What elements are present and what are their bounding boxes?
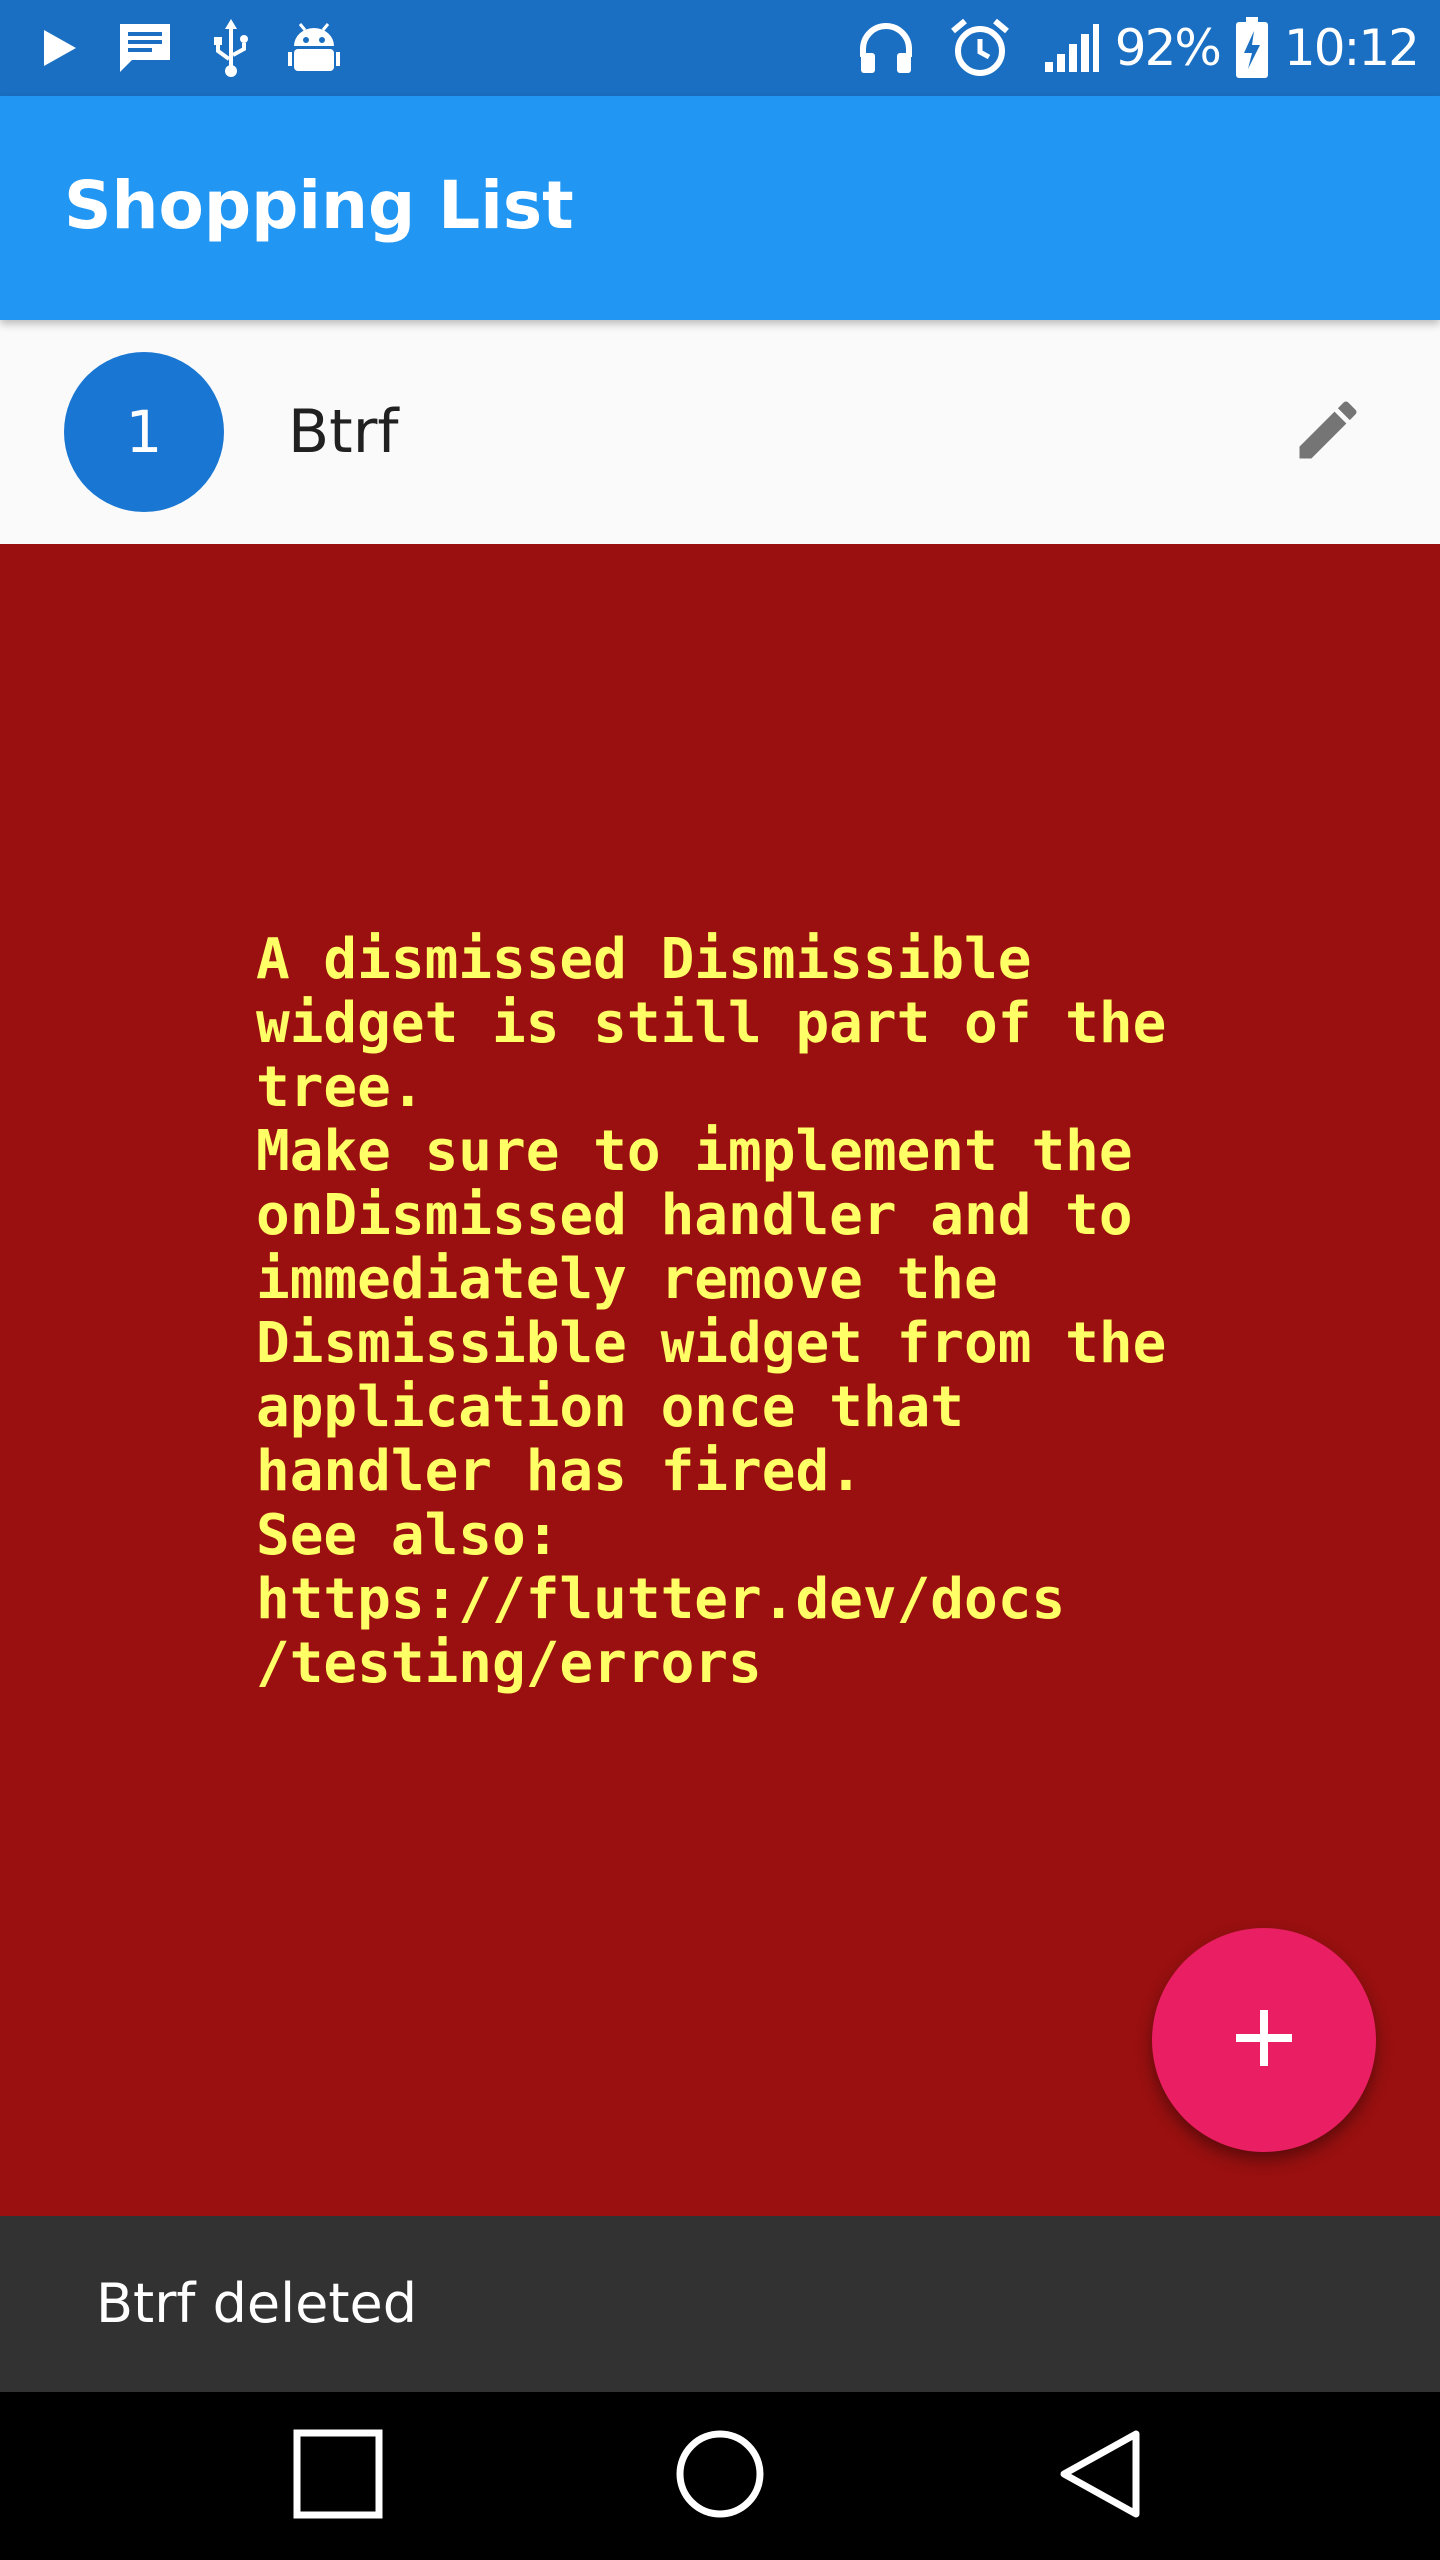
home-icon	[674, 2428, 766, 2524]
android-debug-icon	[288, 20, 340, 76]
clock: 10:12	[1283, 19, 1420, 77]
navigation-bar	[0, 2392, 1440, 2560]
snackbar-message: Btrf deleted	[96, 2272, 417, 2335]
edit-icon	[1290, 392, 1366, 472]
plus-icon	[1232, 2006, 1296, 2074]
item-index: 1	[125, 398, 163, 466]
snackbar: Btrf deleted	[0, 2216, 1440, 2392]
alarm-icon	[949, 17, 1011, 79]
battery-percent: 92%	[1114, 19, 1222, 77]
battery-charging-icon	[1234, 17, 1270, 79]
status-bar-left	[40, 16, 340, 80]
status-bar: 92% 10:12	[0, 0, 1440, 96]
back-icon	[1058, 2428, 1142, 2524]
list-item[interactable]: 1 Btrf	[0, 320, 1440, 544]
recents-icon	[292, 2428, 384, 2524]
status-bar-right: 92% 10:12	[857, 14, 1420, 82]
back-button[interactable]	[1000, 2392, 1200, 2560]
signal-icon	[1043, 22, 1101, 74]
message-icon	[116, 20, 174, 76]
add-item-button[interactable]	[1152, 1928, 1376, 2152]
error-message: A dismissed Dismissible widget is still …	[256, 927, 1167, 1696]
error-panel: A dismissed Dismissible widget is still …	[0, 544, 1440, 2216]
home-button[interactable]	[620, 2392, 820, 2560]
avatar: 1	[64, 352, 224, 512]
headphones-icon	[857, 19, 915, 77]
usb-icon	[210, 17, 252, 79]
edit-button[interactable]	[1264, 368, 1392, 496]
page-title: Shopping List	[64, 167, 574, 244]
recents-button[interactable]	[238, 2392, 438, 2560]
app-bar: Shopping List	[0, 96, 1440, 320]
item-title: Btrf	[288, 397, 399, 467]
play-icon	[40, 26, 80, 70]
